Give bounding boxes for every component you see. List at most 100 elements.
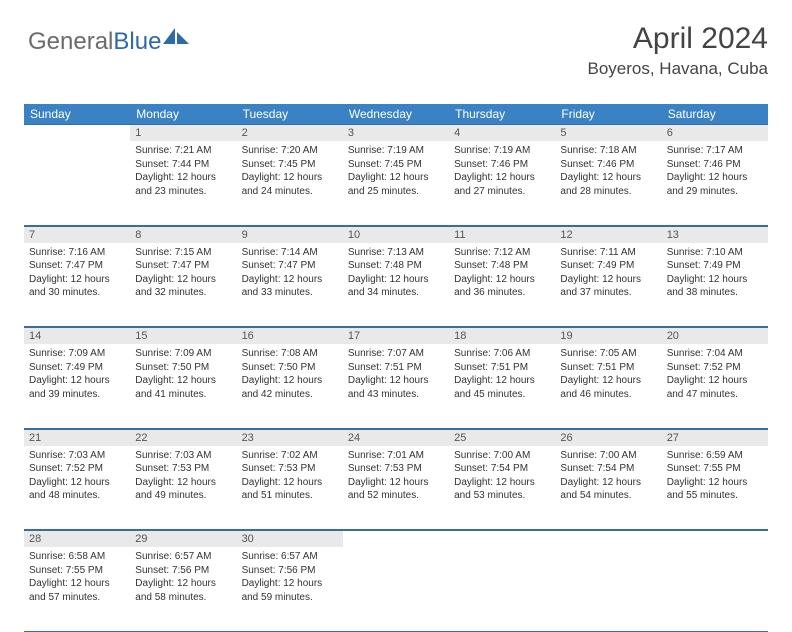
day-content-row: Sunrise: 7:21 AMSunset: 7:44 PMDaylight:…: [24, 141, 768, 225]
daynum-empty: [343, 530, 449, 547]
daynum-row: 282930: [24, 530, 768, 548]
day-detail-line: Sunset: 7:54 PM: [454, 462, 550, 476]
day-detail-line: and 32 minutes.: [135, 286, 231, 300]
day-detail-line: Sunset: 7:47 PM: [29, 259, 125, 273]
day-details: Sunrise: 6:58 AMSunset: 7:55 PMDaylight:…: [24, 547, 130, 609]
day-cell: Sunrise: 7:21 AMSunset: 7:44 PMDaylight:…: [130, 141, 236, 225]
day-detail-line: Daylight: 12 hours: [454, 374, 550, 388]
day-detail-line: and 46 minutes.: [560, 388, 656, 402]
day-detail-line: and 27 minutes.: [454, 185, 550, 199]
day-detail-line: Daylight: 12 hours: [135, 171, 231, 185]
calendar-table: SundayMondayTuesdayWednesdayThursdayFrid…: [24, 104, 768, 632]
day-content-row: Sunrise: 7:09 AMSunset: 7:49 PMDaylight:…: [24, 344, 768, 428]
day-detail-line: Sunset: 7:54 PM: [560, 462, 656, 476]
day-cell: Sunrise: 7:03 AMSunset: 7:53 PMDaylight:…: [130, 446, 236, 530]
day-detail-line: Sunrise: 7:19 AM: [454, 144, 550, 158]
daynum: 24: [343, 429, 449, 446]
day-details: Sunrise: 7:13 AMSunset: 7:48 PMDaylight:…: [343, 243, 449, 305]
day-detail-line: Daylight: 12 hours: [242, 273, 338, 287]
day-detail-line: and 45 minutes.: [454, 388, 550, 402]
day-detail-line: Sunrise: 7:03 AM: [29, 449, 125, 463]
month-title: April 2024: [588, 22, 769, 55]
day-details: Sunrise: 7:11 AMSunset: 7:49 PMDaylight:…: [555, 243, 661, 305]
day-detail-line: Sunset: 7:46 PM: [667, 158, 763, 172]
day-cell: Sunrise: 7:19 AMSunset: 7:46 PMDaylight:…: [449, 141, 555, 225]
day-detail-line: and 39 minutes.: [29, 388, 125, 402]
day-detail-line: and 42 minutes.: [242, 388, 338, 402]
day-details: Sunrise: 7:01 AMSunset: 7:53 PMDaylight:…: [343, 446, 449, 508]
day-detail-line: Sunset: 7:52 PM: [667, 361, 763, 375]
daynum: 3: [343, 124, 449, 141]
day-detail-line: Sunset: 7:47 PM: [135, 259, 231, 273]
day-detail-line: and 37 minutes.: [560, 286, 656, 300]
header: April 2024 Boyeros, Havana, Cuba: [588, 22, 769, 79]
day-detail-line: and 28 minutes.: [560, 185, 656, 199]
day-details: Sunrise: 7:21 AMSunset: 7:44 PMDaylight:…: [130, 141, 236, 203]
day-detail-line: Sunrise: 7:05 AM: [560, 347, 656, 361]
day-detail-line: Sunset: 7:49 PM: [560, 259, 656, 273]
day-details: Sunrise: 7:07 AMSunset: 7:51 PMDaylight:…: [343, 344, 449, 406]
weekday-header: Monday: [130, 104, 236, 124]
day-detail-line: Sunset: 7:51 PM: [560, 361, 656, 375]
day-cell-empty: [343, 547, 449, 631]
day-detail-line: Sunset: 7:47 PM: [242, 259, 338, 273]
day-detail-line: and 30 minutes.: [29, 286, 125, 300]
day-detail-line: Sunrise: 7:17 AM: [667, 144, 763, 158]
day-detail-line: Daylight: 12 hours: [560, 476, 656, 490]
daynum: 4: [449, 124, 555, 141]
day-details: Sunrise: 7:14 AMSunset: 7:47 PMDaylight:…: [237, 243, 343, 305]
day-detail-line: Sunrise: 7:02 AM: [242, 449, 338, 463]
day-details: Sunrise: 7:09 AMSunset: 7:50 PMDaylight:…: [130, 344, 236, 406]
day-cell: Sunrise: 7:11 AMSunset: 7:49 PMDaylight:…: [555, 243, 661, 327]
logo-sail-icon: [163, 26, 189, 44]
day-details: Sunrise: 6:57 AMSunset: 7:56 PMDaylight:…: [237, 547, 343, 609]
day-details: Sunrise: 7:04 AMSunset: 7:52 PMDaylight:…: [662, 344, 768, 406]
daynum-empty: [555, 530, 661, 547]
day-detail-line: Daylight: 12 hours: [242, 171, 338, 185]
day-cell: Sunrise: 6:59 AMSunset: 7:55 PMDaylight:…: [662, 446, 768, 530]
location: Boyeros, Havana, Cuba: [588, 59, 769, 79]
weekday-header: Friday: [555, 104, 661, 124]
daynum: 28: [24, 530, 130, 547]
day-detail-line: Sunrise: 7:19 AM: [348, 144, 444, 158]
day-detail-line: Sunset: 7:45 PM: [348, 158, 444, 172]
day-detail-line: Sunset: 7:49 PM: [29, 361, 125, 375]
day-detail-line: Sunset: 7:46 PM: [560, 158, 656, 172]
day-detail-line: Sunrise: 7:16 AM: [29, 246, 125, 260]
day-detail-line: Daylight: 12 hours: [29, 273, 125, 287]
day-detail-line: Daylight: 12 hours: [348, 171, 444, 185]
day-detail-line: Daylight: 12 hours: [667, 476, 763, 490]
day-detail-line: Daylight: 12 hours: [348, 476, 444, 490]
day-cell: Sunrise: 7:07 AMSunset: 7:51 PMDaylight:…: [343, 344, 449, 428]
daynum: 8: [130, 226, 236, 243]
day-details: Sunrise: 7:02 AMSunset: 7:53 PMDaylight:…: [237, 446, 343, 508]
day-detail-line: and 33 minutes.: [242, 286, 338, 300]
day-details: [449, 547, 555, 555]
day-detail-line: Sunrise: 7:13 AM: [348, 246, 444, 260]
day-cell: Sunrise: 7:15 AMSunset: 7:47 PMDaylight:…: [130, 243, 236, 327]
day-content-row: Sunrise: 7:16 AMSunset: 7:47 PMDaylight:…: [24, 243, 768, 327]
day-details: Sunrise: 7:09 AMSunset: 7:49 PMDaylight:…: [24, 344, 130, 406]
daynum: 2: [237, 124, 343, 141]
daynum-empty: [662, 530, 768, 547]
day-detail-line: and 43 minutes.: [348, 388, 444, 402]
day-cell: Sunrise: 7:02 AMSunset: 7:53 PMDaylight:…: [237, 446, 343, 530]
day-detail-line: Sunset: 7:53 PM: [348, 462, 444, 476]
daynum: 1: [130, 124, 236, 141]
day-detail-line: and 24 minutes.: [242, 185, 338, 199]
day-cell: Sunrise: 7:06 AMSunset: 7:51 PMDaylight:…: [449, 344, 555, 428]
daynum-row: 123456: [24, 124, 768, 141]
day-detail-line: Daylight: 12 hours: [560, 374, 656, 388]
weekday-header-row: SundayMondayTuesdayWednesdayThursdayFrid…: [24, 104, 768, 124]
weekday-header: Wednesday: [343, 104, 449, 124]
daynum-empty: [24, 124, 130, 141]
day-cell: Sunrise: 7:20 AMSunset: 7:45 PMDaylight:…: [237, 141, 343, 225]
day-cell: Sunrise: 7:05 AMSunset: 7:51 PMDaylight:…: [555, 344, 661, 428]
day-detail-line: Daylight: 12 hours: [135, 374, 231, 388]
day-detail-line: Daylight: 12 hours: [667, 273, 763, 287]
day-detail-line: Daylight: 12 hours: [454, 476, 550, 490]
day-detail-line: Sunrise: 7:03 AM: [135, 449, 231, 463]
calendar-body: 123456Sunrise: 7:21 AMSunset: 7:44 PMDay…: [24, 124, 768, 631]
day-detail-line: and 41 minutes.: [135, 388, 231, 402]
weekday-header: Sunday: [24, 104, 130, 124]
